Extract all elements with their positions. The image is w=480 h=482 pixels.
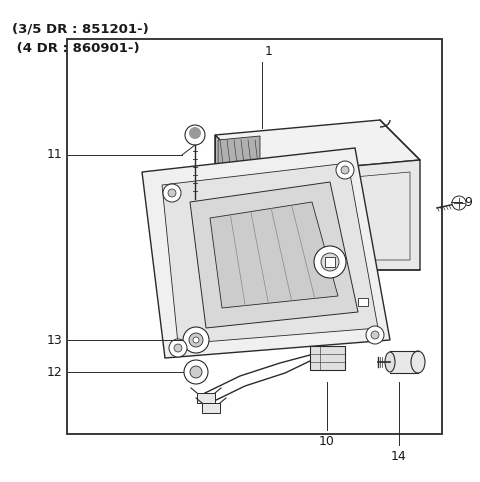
- Bar: [310, 346, 345, 370]
- Text: (4 DR : 860901-): (4 DR : 860901-): [12, 42, 140, 55]
- Circle shape: [193, 337, 199, 343]
- Circle shape: [189, 127, 201, 139]
- Bar: [67, 39, 442, 434]
- Circle shape: [190, 366, 202, 378]
- Bar: [358, 298, 368, 306]
- Text: 10: 10: [319, 435, 335, 448]
- Circle shape: [168, 189, 176, 197]
- Circle shape: [371, 331, 379, 339]
- Circle shape: [189, 333, 203, 347]
- Polygon shape: [215, 135, 255, 270]
- Circle shape: [336, 161, 354, 179]
- Text: (3/5 DR : 851201-): (3/5 DR : 851201-): [12, 22, 149, 35]
- Circle shape: [169, 339, 187, 357]
- Text: 9: 9: [464, 196, 472, 209]
- Text: 14: 14: [391, 450, 407, 463]
- Ellipse shape: [385, 352, 395, 372]
- Text: 1: 1: [265, 45, 273, 58]
- Circle shape: [183, 327, 209, 353]
- Text: 13: 13: [46, 334, 62, 347]
- Polygon shape: [215, 120, 420, 175]
- Circle shape: [163, 184, 181, 202]
- Polygon shape: [210, 202, 338, 308]
- Polygon shape: [190, 182, 358, 328]
- Circle shape: [452, 196, 466, 210]
- Bar: [202, 403, 220, 413]
- Circle shape: [185, 125, 205, 145]
- Circle shape: [321, 253, 339, 271]
- Circle shape: [341, 166, 349, 174]
- Text: 12: 12: [46, 365, 62, 378]
- Bar: [197, 393, 215, 403]
- Circle shape: [174, 344, 182, 352]
- Polygon shape: [255, 160, 420, 270]
- Circle shape: [184, 360, 208, 384]
- Circle shape: [366, 326, 384, 344]
- Polygon shape: [142, 148, 390, 358]
- Polygon shape: [218, 136, 260, 184]
- Bar: [390, 351, 418, 373]
- Bar: [325, 257, 335, 267]
- Text: 11: 11: [46, 148, 62, 161]
- Polygon shape: [162, 163, 378, 344]
- Ellipse shape: [411, 351, 425, 373]
- Circle shape: [314, 246, 346, 278]
